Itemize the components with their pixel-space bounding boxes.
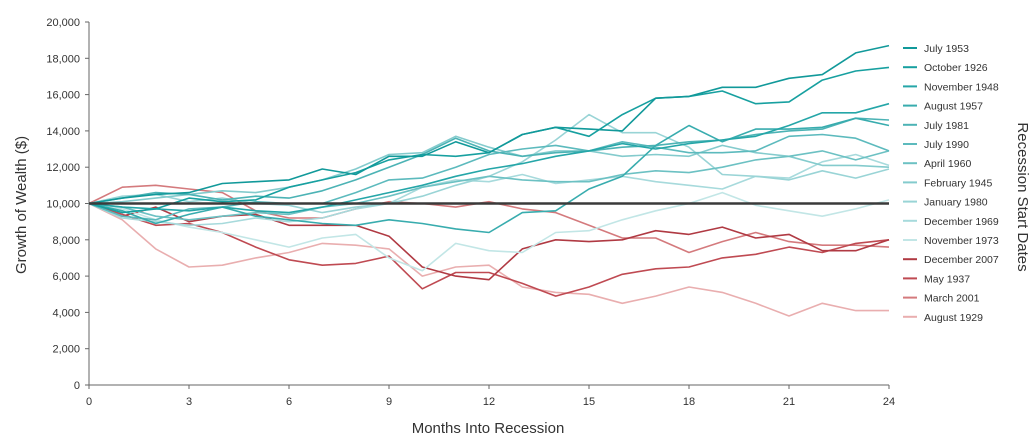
x-tick-label: 9 <box>386 396 392 408</box>
y-tick-label: 2,000 <box>52 344 80 356</box>
series-line-december-2007 <box>88 202 890 281</box>
legend-label: December 1969 <box>924 216 999 228</box>
series-line-july-1981 <box>88 117 890 205</box>
legend-label: March 2001 <box>924 293 980 305</box>
x-tick-label: 21 <box>783 396 795 408</box>
y-tick-label: 10,000 <box>46 199 80 211</box>
y-tick-label: 4,000 <box>52 307 80 319</box>
x-tick-label: 0 <box>86 396 92 408</box>
y-tick-label: 16,000 <box>46 90 80 102</box>
y-tick-label: 6,000 <box>52 271 80 283</box>
legend-label: November 1973 <box>924 235 999 247</box>
legend-label: August 1957 <box>924 101 983 113</box>
series-line-february-1945 <box>88 135 890 205</box>
legend-label: July 1953 <box>924 43 969 55</box>
legend-label: April 1960 <box>924 158 971 170</box>
legend: July 1953 October 1926 November 1948 August… <box>903 43 999 324</box>
legend-label: December 2007 <box>924 254 999 266</box>
legend-label: July 1990 <box>924 139 969 151</box>
series-line-july-1953 <box>88 44 890 205</box>
series-lines <box>88 44 890 317</box>
y-tick-label: 8,000 <box>52 235 80 247</box>
y-axis-ticks: 0 2,000 4,000 6,000 8,000 10,000 12,000 14,000 1… <box>46 17 89 392</box>
series-line-november-1948 <box>88 102 890 214</box>
x-tick-label: 15 <box>583 396 595 408</box>
y-tick-label: 18,000 <box>46 53 80 65</box>
x-tick-label: 3 <box>186 396 192 408</box>
x-tick-label: 6 <box>286 396 292 408</box>
legend-label: May 1937 <box>924 273 970 285</box>
series-line-december-1969 <box>88 153 890 227</box>
x-tick-label: 12 <box>483 396 495 408</box>
series-line-august-1929 <box>88 202 889 317</box>
legend-title: Recession Start Dates <box>1014 122 1031 271</box>
series-line-november-1973 <box>88 191 890 272</box>
legend-label: August 1929 <box>924 312 983 324</box>
x-axis-ticks: 0 3 6 9 12 15 18 21 24 <box>86 385 895 408</box>
legend-label: January 1980 <box>924 197 988 209</box>
y-tick-label: 0 <box>74 380 80 392</box>
x-axis-title: Months Into Recession <box>412 420 565 437</box>
y-tick-label: 20,000 <box>46 17 80 29</box>
x-tick-label: 18 <box>683 396 695 408</box>
plot-area: 0 2,000 4,000 6,000 8,000 10,000 12,000 14,000 1… <box>46 17 895 408</box>
legend-label: November 1948 <box>924 81 999 93</box>
series-line-august-1957 <box>88 117 890 234</box>
legend-label: October 1926 <box>924 62 988 74</box>
y-tick-label: 14,000 <box>46 126 80 138</box>
series-line-march-2001 <box>88 184 890 254</box>
series-line-april-1960 <box>88 150 890 221</box>
y-tick-label: 12,000 <box>46 162 80 174</box>
legend-label: July 1981 <box>924 120 969 132</box>
legend-label: February 1945 <box>924 177 992 189</box>
x-tick-label: 24 <box>883 396 895 408</box>
y-axis-title: Growth of Wealth ($) <box>13 136 30 274</box>
